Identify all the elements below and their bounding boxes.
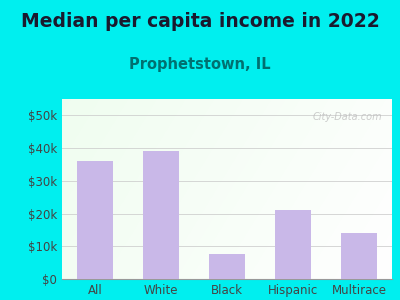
- Bar: [143, 152, 179, 279]
- Text: Prophetstown, IL: Prophetstown, IL: [129, 57, 271, 72]
- Bar: [77, 161, 113, 279]
- Bar: [275, 210, 311, 279]
- Bar: [341, 233, 377, 279]
- Text: City-Data.com: City-Data.com: [312, 112, 382, 122]
- Bar: [209, 254, 245, 279]
- Text: Median per capita income in 2022: Median per capita income in 2022: [21, 12, 379, 31]
